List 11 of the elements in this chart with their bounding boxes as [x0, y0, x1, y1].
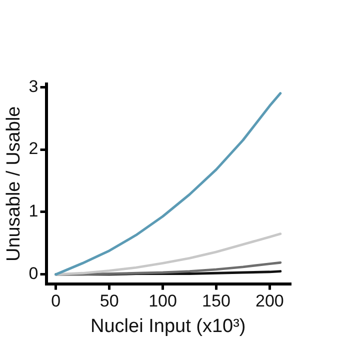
x-tick-label: 50: [100, 292, 119, 311]
y-axis-title: Unusable / Usable: [4, 106, 25, 262]
y-tick-label: 2: [28, 139, 38, 158]
x-tick-label: 100: [148, 292, 177, 311]
y-tick-label: 0: [28, 264, 38, 284]
x-tick-label: 0: [51, 292, 61, 311]
y-tick-label: 1: [28, 202, 38, 221]
y-tick-label: 3: [28, 76, 38, 96]
x-tick-label: 150: [202, 292, 230, 311]
x-tick-label: 200: [256, 292, 284, 311]
x-axis-title: Nuclei Input (x10³): [90, 316, 246, 337]
